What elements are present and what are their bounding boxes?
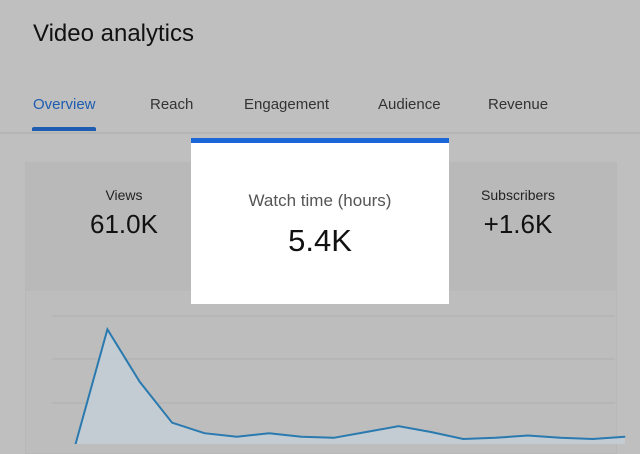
tab-audience[interactable]: Audience bbox=[378, 96, 441, 113]
metric-label: Subscribers bbox=[481, 187, 555, 203]
data-point bbox=[365, 431, 367, 433]
data-point bbox=[462, 438, 464, 440]
metric-subscribers[interactable]: Subscribers +1.6K bbox=[448, 187, 588, 240]
data-point bbox=[430, 431, 432, 433]
data-point bbox=[592, 438, 594, 440]
metric-value: 61.0K bbox=[90, 209, 158, 239]
metric-label: Views bbox=[105, 187, 143, 203]
data-point bbox=[139, 381, 141, 383]
data-point bbox=[495, 437, 497, 439]
data-point bbox=[236, 436, 238, 438]
data-point bbox=[106, 328, 108, 330]
data-point bbox=[203, 432, 205, 434]
data-point bbox=[268, 432, 270, 434]
active-tab-indicator bbox=[32, 127, 96, 131]
data-point bbox=[333, 437, 335, 439]
data-point bbox=[527, 435, 529, 436]
data-point bbox=[559, 437, 561, 439]
tab-bar: Overview Reach Engagement Audience Reven… bbox=[0, 92, 640, 134]
data-point bbox=[171, 422, 173, 424]
tab-engagement[interactable]: Engagement bbox=[244, 96, 330, 113]
data-point bbox=[624, 436, 626, 438]
metric-label: Watch time (hours) bbox=[248, 191, 392, 210]
tab-reach[interactable]: Reach bbox=[150, 96, 194, 113]
metric-views[interactable]: Views 61.0K bbox=[54, 187, 194, 240]
metric-value: 5.4K bbox=[288, 223, 352, 258]
page-title: Video analytics bbox=[33, 20, 194, 47]
views-area bbox=[75, 329, 625, 444]
views-line bbox=[74, 326, 626, 444]
data-point bbox=[398, 425, 400, 427]
metric-value: +1.6K bbox=[483, 209, 553, 239]
tab-overview[interactable]: Overview bbox=[33, 96, 96, 113]
views-chart bbox=[52, 315, 626, 444]
watch-time-metric-highlight[interactable]: Watch time (hours) 5.4K bbox=[191, 138, 449, 304]
data-point bbox=[300, 436, 302, 438]
tab-revenue[interactable]: Revenue bbox=[488, 96, 549, 113]
